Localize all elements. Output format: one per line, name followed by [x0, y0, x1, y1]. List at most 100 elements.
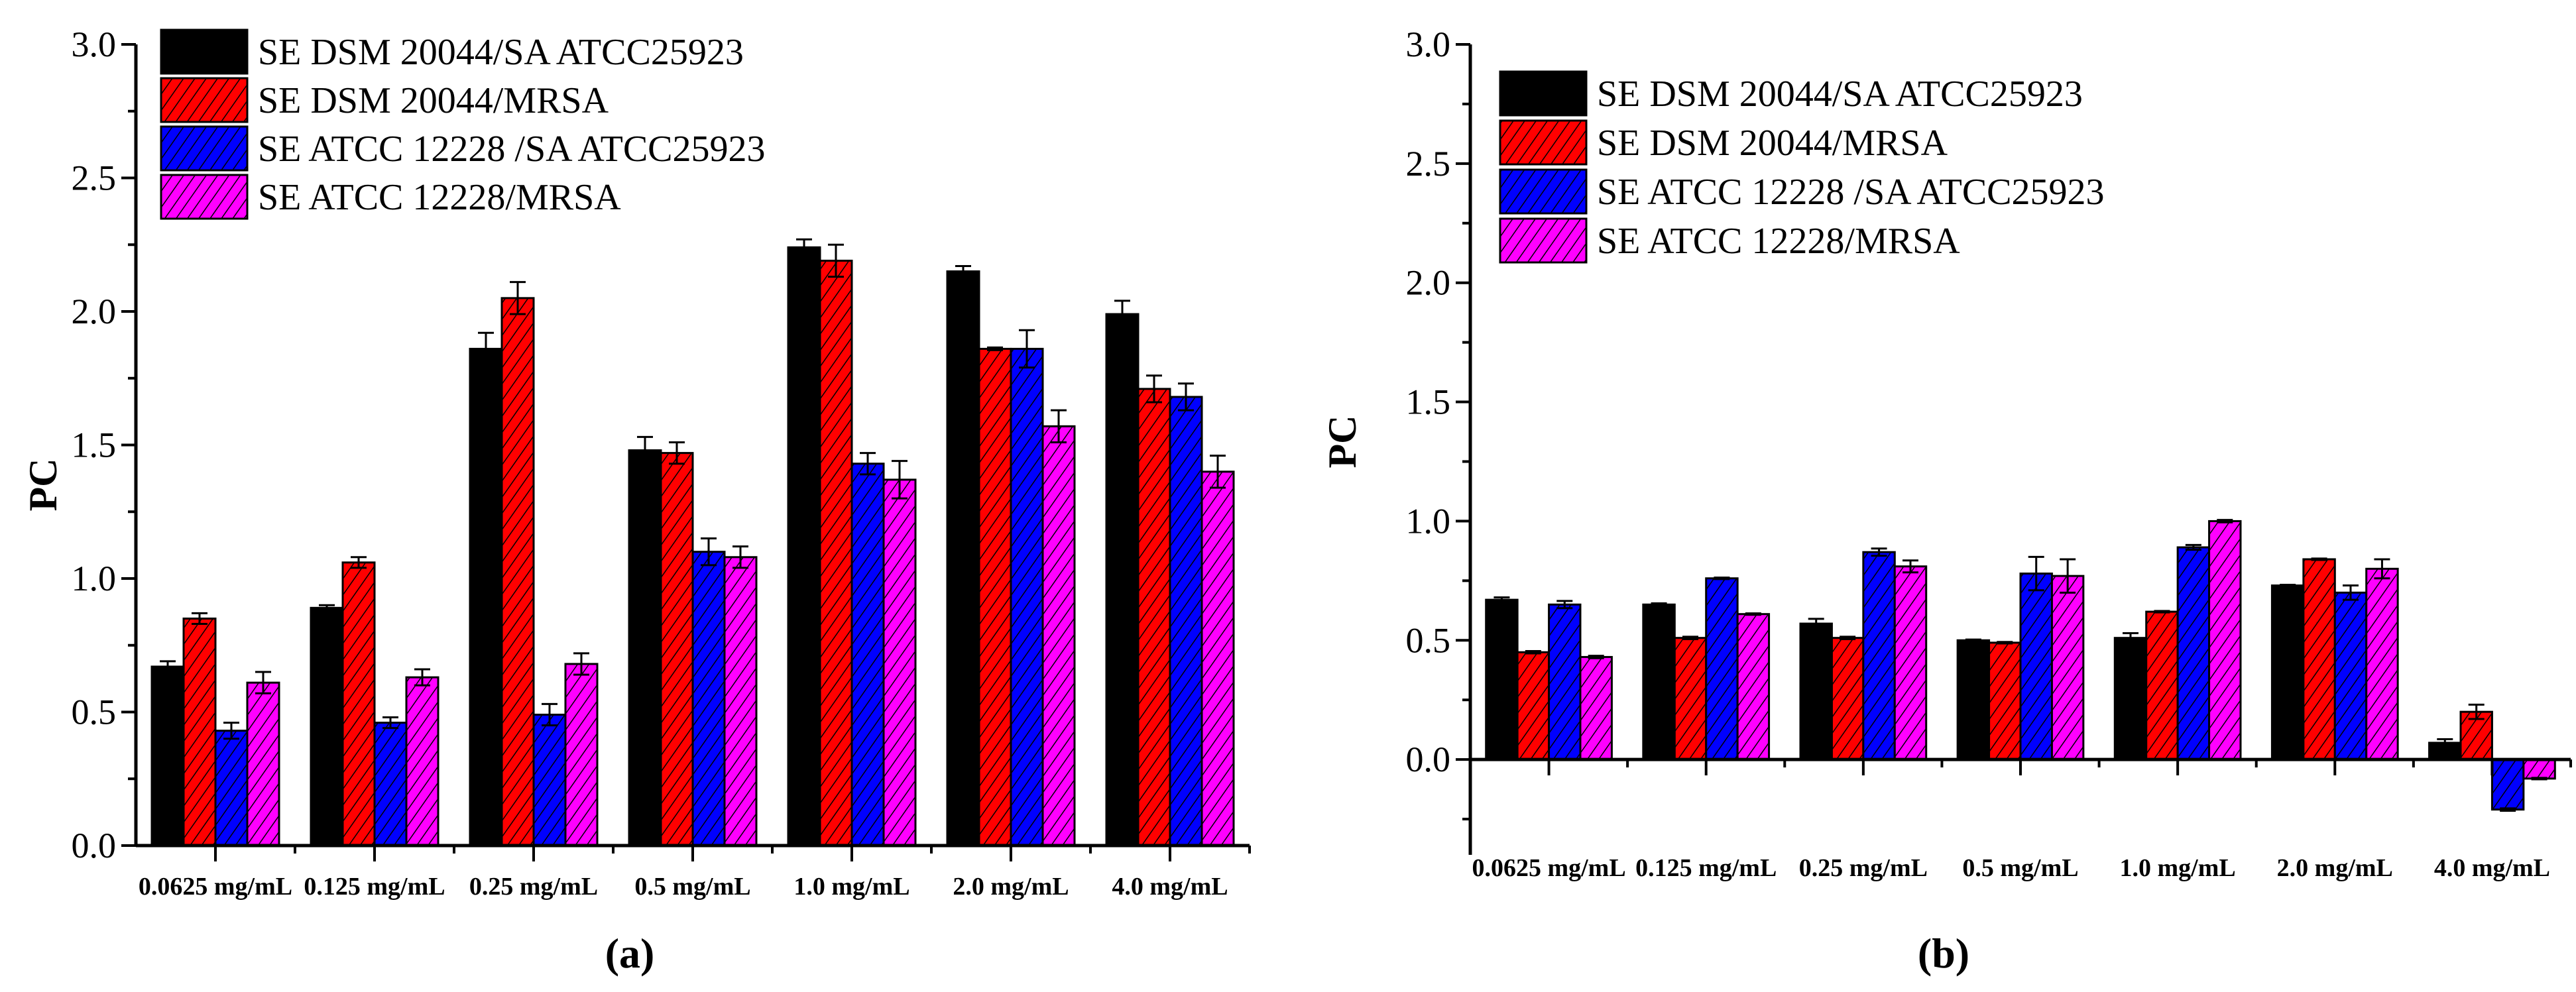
bar-3-5	[1041, 425, 1076, 847]
legend-label-3: SE ATCC 12228/MRSA	[258, 177, 621, 218]
bar-2-4	[2176, 546, 2211, 761]
bar-3-0	[246, 681, 280, 847]
x-tick-label: 2.0 mg/mL	[953, 873, 1069, 901]
y-tick-label: 2.5	[72, 158, 117, 198]
bar-2-1	[373, 722, 408, 847]
bar-1-5	[2302, 558, 2336, 761]
legend-label-2: SE ATCC 12228 /SA ATCC25923	[1597, 172, 2105, 213]
bar-3-1	[1736, 613, 1771, 761]
bar-0-4	[787, 246, 821, 847]
legend-swatch-0	[1499, 70, 1588, 117]
legend-swatch-3	[1499, 217, 1588, 264]
legend-label-0: SE DSM 20044/SA ATCC25923	[258, 32, 744, 73]
y-tick-label: 3.0	[72, 25, 117, 64]
legend-label-3: SE ATCC 12228/MRSA	[1597, 221, 1960, 262]
y-axis-label: PC	[21, 459, 65, 512]
bar-0-3	[628, 449, 662, 847]
legend-swatch-3	[160, 174, 249, 220]
bar-2-4	[850, 463, 885, 847]
bar-2-3	[2019, 573, 2053, 761]
x-tick-label: 4.0 mg/mL	[1112, 873, 1228, 901]
y-tick-label: 2.5	[1406, 144, 1451, 184]
bar-3-1	[405, 676, 439, 847]
legend-swatch-2	[1499, 168, 1588, 215]
bar-3-0	[1579, 655, 1613, 761]
bar-3-2	[1893, 565, 1928, 761]
bar-3-3	[2050, 575, 2085, 761]
bar-2-6	[1169, 396, 1203, 847]
x-tick-label: 4.0 mg/mL	[2434, 854, 2550, 882]
bar-0-3	[1956, 639, 1991, 761]
bar-2-5	[1010, 347, 1044, 847]
bar-3-6	[1200, 470, 1235, 847]
bar-0-6	[1105, 313, 1140, 847]
y-tick-label: 3.0	[1406, 25, 1451, 64]
bar-1-1	[341, 561, 376, 847]
bar-3-4	[2208, 520, 2242, 761]
legend-swatch-1	[1499, 119, 1588, 166]
bar-3-3	[723, 556, 758, 847]
chart-panel-b: 0.0 0.5 1.0 1.5 2.0 2.5 3.0 0.0625 mg/mL 0.125 m…	[1320, 25, 2572, 977]
bar-2-0	[1548, 603, 1582, 761]
bar-2-2	[1862, 551, 1896, 761]
y-tick-label: 0.5	[72, 692, 117, 732]
bar-1-3	[1988, 641, 2022, 761]
y-tick-label: 2.0	[72, 292, 117, 331]
bar-2-0	[214, 730, 249, 847]
x-tick-label: 2.0 mg/mL	[2277, 854, 2393, 882]
bar-0-5	[946, 270, 980, 847]
x-tick-label: 0.0625 mg/mL	[139, 873, 292, 901]
bar-1-4	[819, 259, 853, 847]
legend-swatch-0	[160, 28, 249, 75]
legend-swatch-1	[160, 77, 249, 123]
bar-1-1	[1673, 637, 1708, 761]
y-tick-label: 0.0	[1406, 740, 1451, 779]
legend-swatch-2	[160, 125, 249, 172]
x-tick-label: 1.0 mg/mL	[2120, 854, 2236, 882]
y-tick-label: 1.0	[72, 559, 117, 598]
bar-0-5	[2270, 584, 2305, 761]
y-tick-label: 0.5	[1406, 620, 1451, 660]
bar-1-6	[1137, 388, 1171, 847]
y-tick-label: 1.0	[1406, 501, 1451, 541]
panel-label: (a)	[605, 930, 655, 977]
bar-3-2	[564, 663, 599, 847]
legend-label-1: SE DSM 20044/MRSA	[1597, 123, 1948, 164]
bar-3-4	[882, 478, 917, 847]
x-tick-label: 1.0 mg/mL	[793, 873, 909, 901]
x-tick-label: 0.25 mg/mL	[469, 873, 598, 901]
bar-0-1	[1642, 603, 1676, 761]
bar-0-2	[1799, 622, 1833, 761]
x-tick-label: 0.0625 mg/mL	[1472, 854, 1625, 882]
y-tick-label: 0.0	[72, 826, 117, 865]
bar-1-2	[1830, 637, 1865, 761]
x-tick-label: 0.125 mg/mL	[1635, 854, 1777, 882]
y-tick-label: 1.5	[72, 425, 117, 465]
bar-0-0	[150, 665, 185, 847]
bar-2-3	[691, 551, 726, 847]
x-tick-label: 0.5 mg/mL	[1962, 854, 2078, 882]
chart-panel-a: 0.0 0.5 1.0 1.5 2.0 2.5 3.0 0.0625 mg/mL 0.125 m…	[21, 25, 1251, 977]
legend-label-2: SE ATCC 12228 /SA ATCC25923	[258, 129, 766, 170]
bar-1-0	[1516, 651, 1551, 761]
bar-3-6	[2522, 758, 2556, 780]
bar-1-5	[978, 347, 1012, 847]
bar-1-0	[182, 617, 217, 847]
bar-0-0	[1485, 598, 1519, 761]
bar-1-3	[660, 452, 694, 847]
bar-1-4	[2145, 610, 2179, 761]
x-tick-label: 0.25 mg/mL	[1799, 854, 1928, 882]
x-tick-label: 0.5 mg/mL	[634, 873, 750, 901]
bar-0-1	[310, 606, 344, 847]
y-tick-label: 1.5	[1406, 382, 1451, 422]
bar-1-2	[500, 297, 535, 847]
bar-2-5	[2333, 591, 2368, 761]
bar-2-2	[532, 714, 567, 847]
y-axis-label: PC	[1320, 415, 1364, 468]
legend-label-0: SE DSM 20044/SA ATCC25923	[1597, 74, 2083, 115]
bar-2-6	[2490, 758, 2525, 811]
legend-label-1: SE DSM 20044/MRSA	[258, 80, 609, 121]
bar-0-4	[2113, 637, 2148, 761]
bar-0-2	[469, 347, 503, 847]
